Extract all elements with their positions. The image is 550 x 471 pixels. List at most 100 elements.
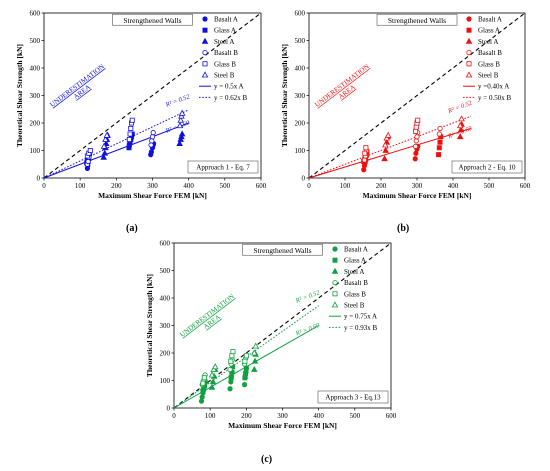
data-point (101, 149, 109, 156)
legend-label: Basalt A (478, 16, 502, 24)
chart-panel-1: 0 100 200 300 400 500 600 0 100 200 300 400 500 600 Ma… (15, 9, 267, 200)
y-tick-label: 0 (167, 404, 171, 412)
y-tick-label: 300 (30, 92, 41, 100)
y-axis-label: Theoretical Shear Strength [kN] (15, 44, 24, 147)
approach-box (187, 160, 259, 174)
equality-line (43, 12, 262, 179)
approach-label: Approach 3 - Eq.13 (325, 394, 381, 402)
y-tick-label: 500 (30, 37, 41, 45)
chart-title: Strengthened Walls (388, 16, 446, 25)
x-tick-label: 600 (520, 182, 531, 190)
legend-marker (202, 27, 208, 33)
approach-label: Approach 1 - Eq. 7 (196, 164, 250, 172)
r-squared-label: R² = 0.52 (446, 99, 473, 115)
chart-title: Strengthened Walls (123, 16, 181, 25)
x-tick-label: 0 (172, 412, 176, 420)
data-point (242, 358, 248, 364)
legend-marker (202, 16, 208, 22)
x-tick-label: 300 (412, 182, 423, 190)
legend-label: Steel B (478, 72, 499, 80)
series-basalt-a (84, 141, 157, 171)
y-tick-label: 600 (30, 9, 41, 17)
x-axis-label: Maximum Shear Force FEM [kN] (98, 191, 207, 200)
data-point (149, 138, 155, 144)
data-point (456, 122, 464, 129)
data-point (229, 353, 235, 359)
x-tick-label: 0 (307, 182, 311, 190)
equality-line (308, 12, 526, 179)
x-tick-label: 400 (448, 182, 459, 190)
x-axis-label: Maximum Shear Force FEM [kN] (363, 191, 472, 200)
data-point (176, 122, 184, 129)
legend-label: Basalt A (344, 246, 368, 254)
data-point (198, 398, 205, 404)
approach-label: Approach 2 - Eq. 10 (459, 164, 516, 172)
x-axis-label: Maximum Shear Force FEM [kN] (228, 421, 337, 430)
data-point (412, 156, 418, 162)
data-point (415, 117, 421, 123)
legend-marker (466, 16, 472, 22)
legend-marker (332, 291, 338, 297)
data-point (150, 130, 156, 136)
legend-label: Glass B (344, 290, 366, 298)
title-box (112, 13, 193, 26)
legend-marker (332, 257, 338, 263)
data-point (361, 157, 368, 163)
data-point (436, 152, 442, 158)
legend: Basalt A Glass A Steel A Basalt B Glass B Ste… (199, 16, 247, 102)
legend-marker (332, 279, 338, 286)
fit-line-b (173, 305, 319, 409)
data-point (456, 133, 464, 140)
x-tick-label: 200 (241, 412, 252, 420)
title-box (376, 13, 458, 26)
data-point (211, 363, 219, 370)
data-point (243, 371, 249, 377)
y-tick-label: 400 (30, 64, 41, 72)
legend-marker (201, 71, 209, 78)
data-point (242, 375, 248, 381)
legend-marker (331, 267, 339, 274)
underestimation-label-line: UNDERESTIMATION (48, 62, 105, 108)
y-tick-label: 100 (295, 147, 306, 155)
data-point (148, 149, 155, 155)
legend-label: Steel A (214, 38, 234, 46)
series-basalt-b (84, 130, 156, 167)
y-tick-label: 300 (160, 322, 171, 330)
legend-marker (201, 37, 209, 44)
legend-label: Glass A (214, 27, 236, 35)
legend-label: y = 0.75x A (344, 313, 377, 321)
fit-line-b (308, 115, 472, 179)
legend-marker (331, 301, 339, 308)
legend-marker (202, 61, 208, 67)
legend-label: y =0.40x A (478, 83, 509, 91)
data-point (128, 126, 134, 132)
y-tick-label: 0 (37, 174, 41, 182)
data-point (384, 131, 392, 138)
title-box (242, 243, 323, 256)
series-glass-b (362, 117, 421, 156)
legend-marker (466, 49, 472, 56)
y-axis-label: Theoretical Shear Strength [kN] (280, 44, 289, 147)
legend-label: Steel B (344, 302, 365, 310)
y-tick-label: 400 (295, 64, 306, 72)
underestimation-label-line: UNDERESTIMATION (313, 62, 370, 108)
data-point (87, 147, 93, 153)
y-tick-label: 300 (295, 92, 306, 100)
data-point (228, 375, 234, 381)
x-tick-label: 0 (42, 182, 46, 190)
legend-marker (466, 61, 472, 67)
data-point (209, 378, 217, 385)
legend-label: Basalt B (344, 279, 368, 287)
underestimation-label: UNDERESTIMATIONAREA (178, 292, 240, 345)
y-tick-label: 200 (30, 119, 41, 127)
data-point (436, 131, 442, 137)
data-point (178, 130, 186, 137)
y-tick-label: 0 (302, 174, 306, 182)
series-steel-b (382, 115, 465, 148)
data-point (437, 125, 443, 132)
data-point (458, 115, 465, 122)
series-basalt-a (361, 143, 421, 173)
caption-c: (c) (261, 454, 273, 465)
series-glass-b (84, 117, 135, 159)
data-point (227, 366, 233, 373)
